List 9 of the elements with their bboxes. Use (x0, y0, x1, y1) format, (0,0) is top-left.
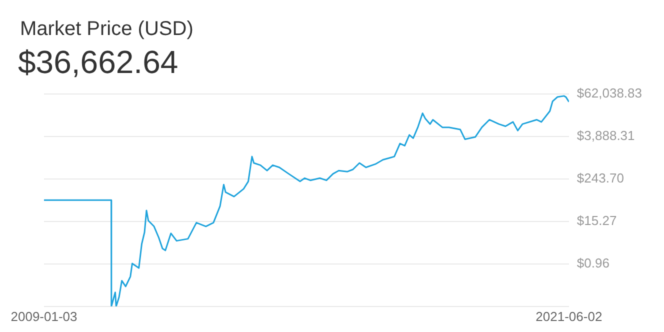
chart-title: Market Price (USD) (20, 18, 194, 41)
x-tick-label: 2021-06-02 (536, 308, 602, 324)
y-tick-label: $15.27 (576, 212, 617, 228)
y-tick-label: $3,888.31 (576, 128, 635, 143)
x-tick-label: 2009-01-03 (10, 308, 78, 324)
chart-subtitle: $36,662.64 (18, 44, 178, 81)
y-tick-label: $243.70 (576, 170, 624, 186)
y-tick-label: $62,038.83 (576, 85, 642, 100)
y-tick-label: $0.96 (576, 255, 610, 270)
